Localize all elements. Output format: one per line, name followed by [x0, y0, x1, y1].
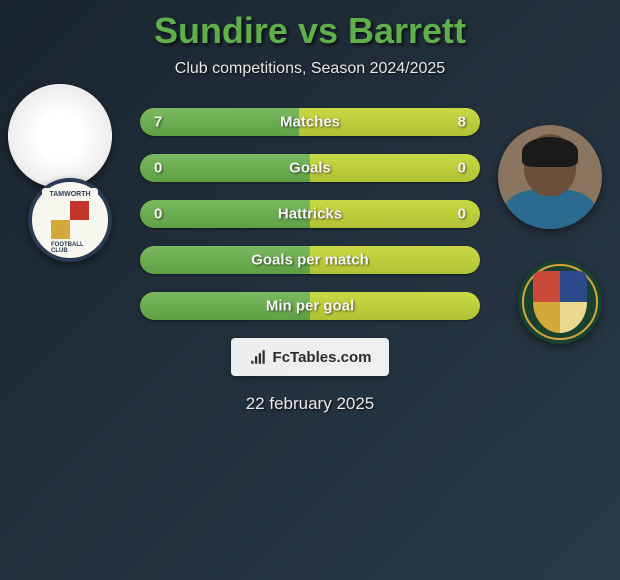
stat-right-value: 0 [458, 160, 466, 177]
page-title: Sundire vs Barrett [154, 10, 466, 52]
player-photo-left [8, 84, 112, 188]
stat-label: Min per goal [266, 298, 354, 315]
stat-label: Matches [280, 114, 340, 131]
bar-left [140, 154, 310, 182]
chart-icon [249, 348, 267, 366]
stat-left-value: 0 [154, 160, 162, 177]
club-badge-right [518, 260, 602, 344]
stat-label: Hattricks [278, 206, 342, 223]
stat-right-value: 0 [458, 206, 466, 223]
stat-label: Goals per match [251, 252, 369, 269]
stats-area: 7 Matches 8 0 Goals 0 0 Hattricks 0 Goal… [140, 108, 480, 320]
watermark-text: FcTables.com [273, 349, 372, 366]
bar-right [310, 154, 480, 182]
stat-row-hattricks: 0 Hattricks 0 [140, 200, 480, 228]
date: 22 february 2025 [246, 394, 375, 414]
player-photo-right [498, 125, 602, 229]
watermark: FcTables.com [231, 338, 390, 376]
subtitle: Club competitions, Season 2024/2025 [175, 60, 445, 78]
stat-row-goals: 0 Goals 0 [140, 154, 480, 182]
stat-row-matches: 7 Matches 8 [140, 108, 480, 136]
badge-banner-text: TAMWORTH [42, 188, 98, 202]
club-badge-left: TAMWORTH FOOTBALL CLUB [28, 178, 112, 262]
stat-right-value: 8 [458, 114, 466, 131]
bar-left [140, 108, 299, 136]
stat-label: Goals [289, 160, 331, 177]
stat-left-value: 7 [154, 114, 162, 131]
badge-footer-text: FOOTBALL CLUB [51, 242, 89, 254]
stat-row-min-per-goal: Min per goal [140, 292, 480, 320]
stat-row-goals-per-match: Goals per match [140, 246, 480, 274]
stat-left-value: 0 [154, 206, 162, 223]
